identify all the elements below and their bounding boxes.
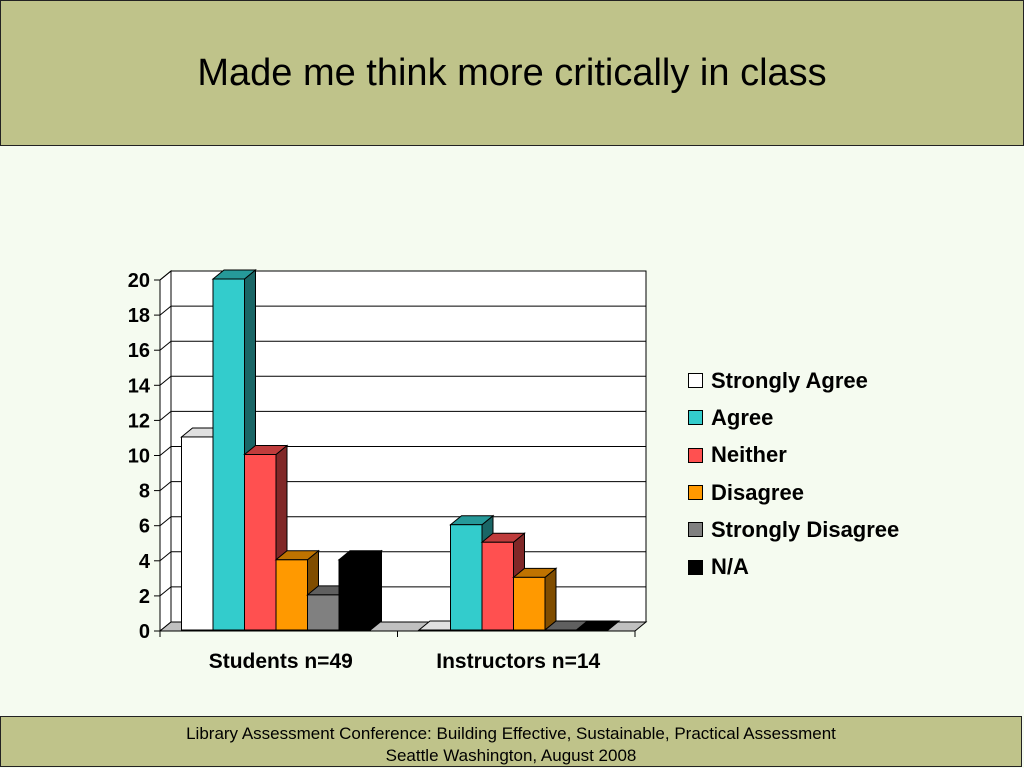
gridline-side [159,481,172,491]
legend-label: Neither [711,442,787,468]
gridline-side [159,516,172,527]
legend-swatch [688,410,703,426]
x-tick-label: Instructors n=14 [436,650,600,673]
bar-n-a-students-side [370,549,382,632]
chart-legend: Strongly Agree Agree Neither Disagree Strong… [688,362,899,586]
legend-item: Strongly Disagree [688,511,899,548]
gridline-side [159,375,172,386]
footer-line-1: Library Assessment Conference: Building … [186,724,836,743]
gridline-side [159,551,172,562]
bar-disagree-instructors [513,576,546,631]
y-tick-label: 0 [139,621,150,643]
bar-strongly-disagree-students [307,594,340,631]
bar-neither-students [244,454,277,631]
legend-label: Agree [711,404,774,430]
y-tick-label: 4 [139,551,151,573]
bar-disagree-instructors-side [544,567,557,632]
legend-label: N/A [711,554,749,580]
bar-n-a-instructors-top [575,620,621,631]
title-bar: Made me think more critically in class [0,0,1024,146]
gridline-side [159,270,172,281]
gridline-side [159,411,172,421]
gridline-side [159,446,172,456]
legend-swatch [688,373,703,389]
legend-swatch [688,447,703,463]
y-tick-label: 8 [139,481,150,503]
y-tick-label: 6 [139,516,150,538]
legend-label: Strongly Disagree [711,516,900,542]
footer: Library Assessment Conference: Building … [0,716,1022,767]
bar-agree-instructors [450,524,483,631]
y-tick-label: 20 [128,270,150,292]
legend-item: N/A [688,548,899,585]
bar-n-a-students [338,559,371,631]
bar-agree-students [212,278,245,631]
y-tick-label: 10 [128,446,150,468]
y-tick-label: 18 [128,305,150,327]
legend-swatch [688,522,703,538]
legend-label: Disagree [711,479,804,505]
gridline-side [159,586,172,597]
legend-item: Agree [688,399,899,436]
page-title: Made me think more critically in class [197,51,827,94]
y-tick-label: 12 [128,410,150,432]
gridline-side [159,340,172,351]
bar-neither-instructors [481,541,514,631]
legend-swatch [688,559,703,575]
y-tick-label: 16 [128,340,150,362]
legend-item: Disagree [688,474,899,511]
gridline-side [159,305,172,316]
y-tick-label: 2 [139,586,150,608]
footer-line-2: Seattle Washington, August 2008 [385,746,637,765]
bar-strongly-agree-students [181,436,214,631]
bar-disagree-students [275,559,308,631]
legend-item: Neither [688,437,899,474]
legend-swatch [688,485,703,501]
x-tick-label: Students n=49 [209,650,353,673]
legend-item: Strongly Agree [688,362,899,399]
legend-label: Strongly Agree [711,367,868,393]
y-tick-label: 14 [128,375,151,397]
